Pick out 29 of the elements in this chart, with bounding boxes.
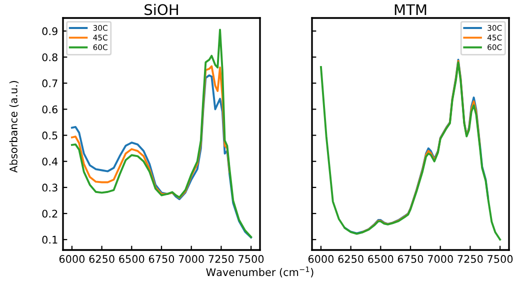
y-tick-label: 0.3 <box>42 184 58 192</box>
y-tick-label: 0.6 <box>42 105 58 114</box>
x-tick-label: 6500 <box>368 255 394 263</box>
y-axis-title: Absorbance (a.u.) <box>9 81 19 173</box>
chart-title: MTM <box>394 4 426 15</box>
x-tick-label: 7000 <box>428 255 453 263</box>
x-tick-label: 7500 <box>488 255 513 263</box>
y-tick-label: 0.5 <box>42 132 58 140</box>
x-tick-label: 6750 <box>398 255 424 263</box>
y-tick-label: 0.8 <box>42 53 58 62</box>
x-tick-label: 6000 <box>308 255 334 263</box>
line-series <box>70 65 231 199</box>
y-tick-label: 0.7 <box>42 79 58 88</box>
x-tick-label: 6250 <box>89 255 114 263</box>
chart-title: SiOH <box>144 4 178 16</box>
y-tick-label: 0.4 <box>42 158 58 166</box>
x-tick-label: 7500 <box>238 255 264 263</box>
x-tick-label: 7250 <box>208 255 234 263</box>
y-tick-label: 0.9 <box>42 27 58 36</box>
x-tick-label: 6000 <box>59 255 85 263</box>
x-tick-label: 6500 <box>119 255 144 263</box>
x-tick-label: 6250 <box>338 255 364 263</box>
x-tick-label: 6750 <box>148 255 174 263</box>
y-tick-label: 0.2 <box>42 210 58 218</box>
line-series <box>70 74 252 238</box>
x-tick-label: 7250 <box>458 255 483 263</box>
y-tick-label: 0.1 <box>42 236 58 244</box>
x-tick-label: 7000 <box>178 255 204 263</box>
x-axis-title: Wavenumber (cm$^{−1}$) <box>206 266 314 278</box>
